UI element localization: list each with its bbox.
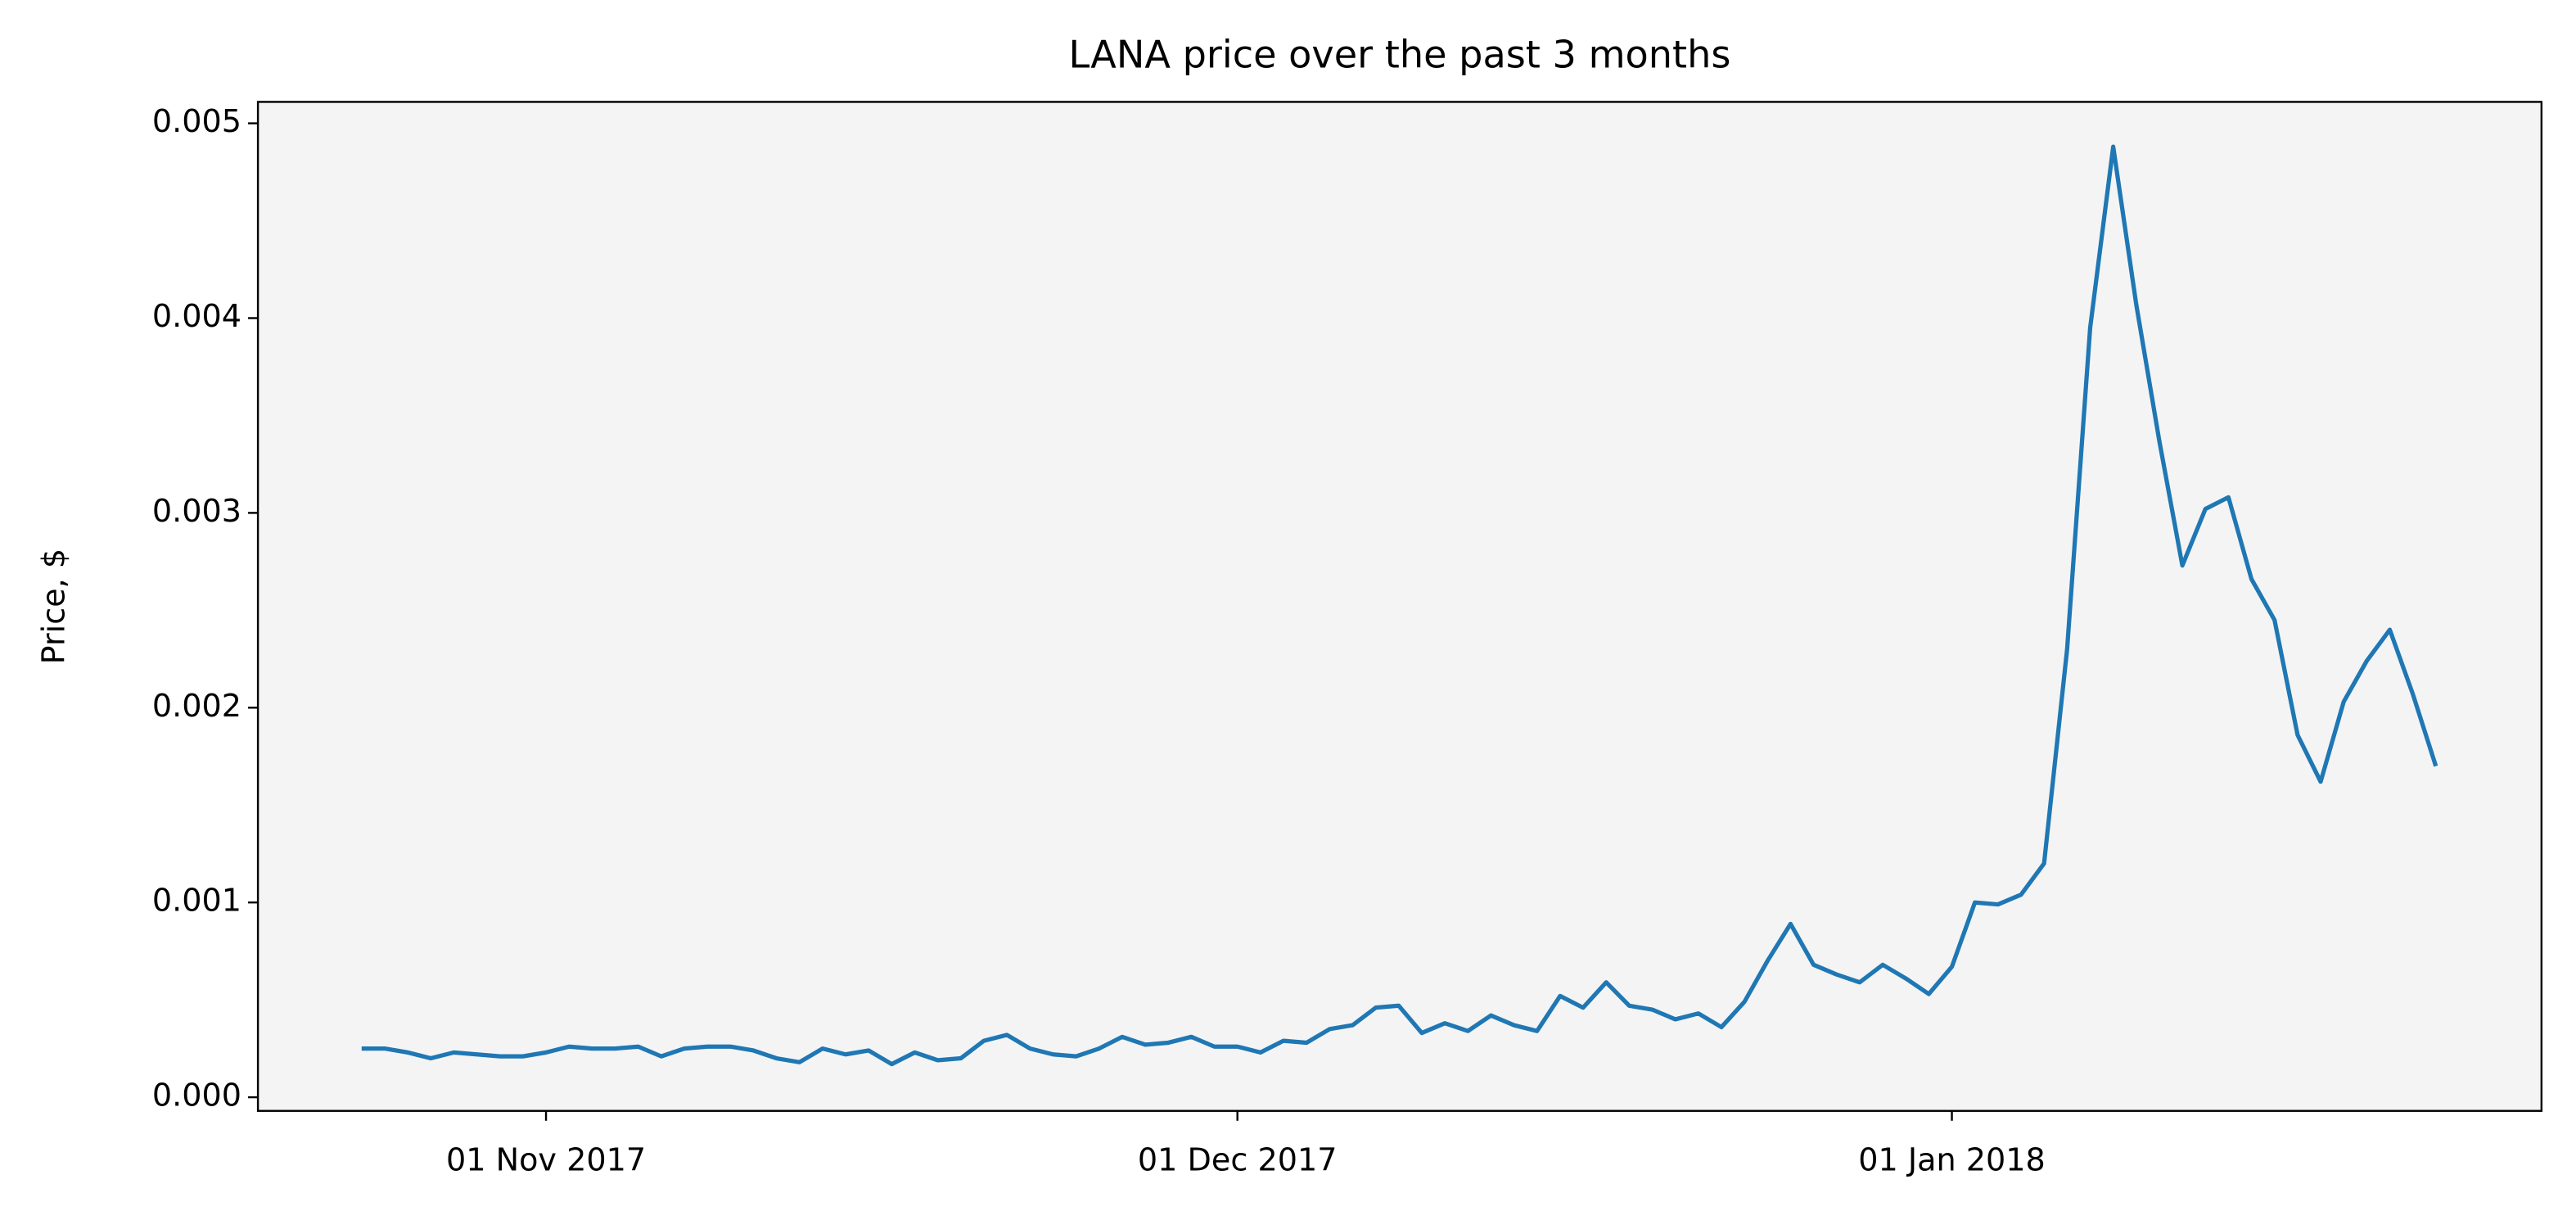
y-tick-label: 0.000 xyxy=(152,1078,241,1114)
y-tick-label: 0.001 xyxy=(152,883,241,919)
price-line xyxy=(361,144,2438,1067)
x-tick-label: 01 Dec 2017 xyxy=(1138,1141,1338,1177)
plot-area xyxy=(258,102,2542,1111)
y-axis-label: Price, $ xyxy=(36,549,72,664)
chart-title: LANA price over the past 3 months xyxy=(1068,33,1730,77)
x-tick-label: 01 Jan 2018 xyxy=(1858,1141,2046,1177)
y-tick-label: 0.002 xyxy=(152,688,241,724)
y-tick-label: 0.003 xyxy=(152,493,241,529)
y-tick-label: 0.005 xyxy=(152,103,241,139)
x-tick-label: 01 Nov 2017 xyxy=(446,1141,646,1177)
y-tick-label: 0.004 xyxy=(152,298,241,334)
plot-frame xyxy=(256,101,2543,1112)
